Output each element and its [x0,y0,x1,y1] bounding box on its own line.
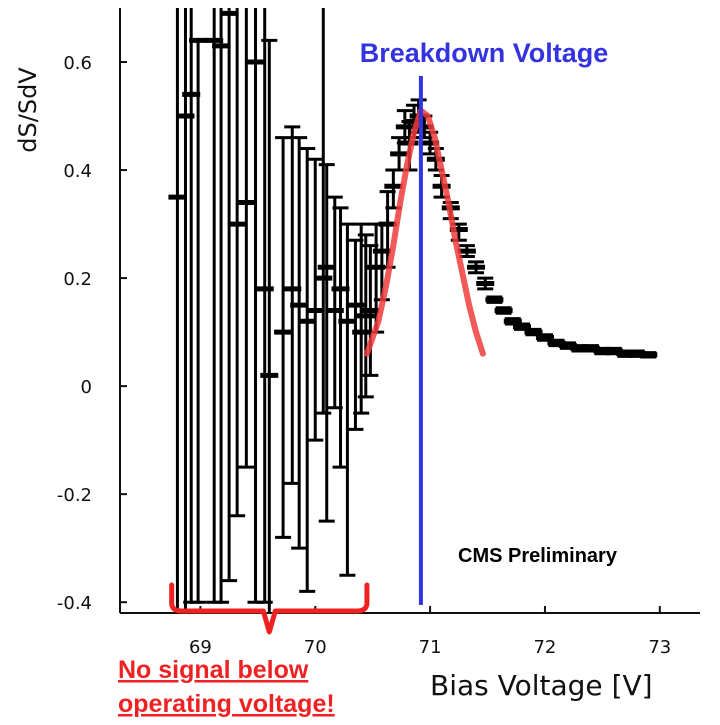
data-point [639,351,658,359]
data-point [246,8,265,604]
data-point [220,8,239,583]
data-point [467,260,486,275]
x-tick-label: 73 [648,637,671,658]
data-point [338,222,357,577]
data-point [237,8,256,469]
data-point [189,37,208,604]
y-tick-label: 0 [81,377,92,398]
data-series-errorbars [168,8,658,613]
data-point [314,8,333,415]
x-tick-label: 69 [189,637,212,658]
x-tick-label: 71 [419,637,442,658]
cms-preliminary-label: CMS Preliminary [458,545,618,567]
x-tick-label: 70 [304,637,327,658]
y-tick-label: 0.4 [63,161,92,182]
no-signal-brace [169,582,370,635]
data-point [274,136,293,539]
x-axis-title: Bias Voltage [V] [430,669,653,702]
y-tick-label: -0.4 [57,593,92,614]
data-point [317,163,336,523]
breakdown-voltage-label: Breakdown Voltage [360,38,609,68]
data-point [168,8,187,613]
data-point [476,276,495,291]
x-tick-label: 72 [533,637,556,658]
y-tick-label: 0.6 [63,53,92,74]
data-point [356,233,375,399]
data-point [298,146,317,593]
y-axis-title: dS/SdV [14,67,42,153]
data-point [485,295,504,304]
data-point [260,38,279,613]
data-point [494,306,513,315]
no-signal-note-line-2: operating voltage! [118,690,335,718]
data-point [290,136,309,550]
data-point [212,8,231,604]
data-point [306,157,325,442]
no-signal-note-line-1: No signal below [118,656,309,684]
y-tick-label: 0.2 [63,269,92,290]
data-point [228,8,247,518]
data-point [255,8,274,604]
plot-frame [119,8,700,614]
y-axis-ticks: -0.4 -0.2 0 0.2 0.4 0.6 [57,53,127,614]
fit-curve [363,107,486,357]
y-tick-label: -0.2 [57,485,92,506]
